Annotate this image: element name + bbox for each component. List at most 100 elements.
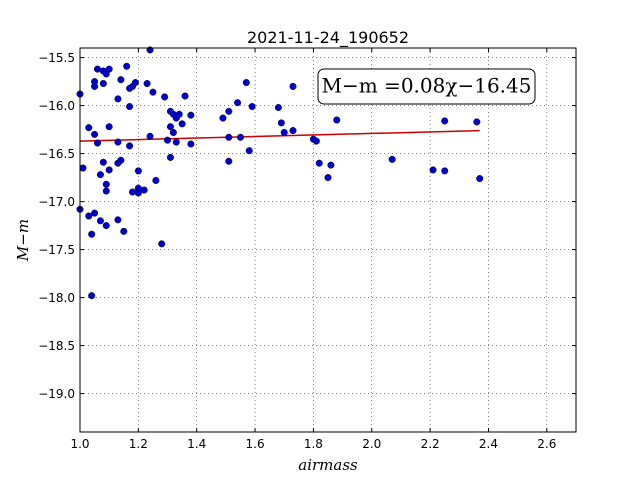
fit-line-layer [79,129,480,142]
data-point [105,65,113,73]
annotation-box [317,68,536,105]
data-point [126,103,134,111]
data-point [91,209,99,217]
data-point [134,189,142,197]
y-tick-label: −19.0 [38,387,75,401]
data-point [99,80,107,88]
data-point [102,187,110,195]
x-tick-label: 1.6 [246,437,265,451]
data-point [105,123,113,131]
y-tick-label: −16.5 [38,147,75,161]
data-point [88,230,96,238]
data-point [315,159,323,167]
data-point [126,142,134,150]
x-tick-label: 2.4 [479,437,498,451]
data-point [143,80,151,88]
data-point [225,107,233,115]
data-point [312,137,320,145]
data-point [324,174,332,182]
data-point [169,128,177,136]
data-point [102,222,110,230]
data-point [120,227,128,235]
data-point [91,130,99,138]
data-point [388,155,396,163]
data-point [429,166,437,174]
data-point [289,82,297,90]
data-point [245,147,253,155]
data-point [187,140,195,148]
data-point [476,175,484,183]
data-point [88,292,96,300]
annotation-text: M−m =0.08χ−16.45 [322,74,532,98]
data-point [117,156,125,164]
y-tick-label: −18.5 [38,339,75,353]
axis-ticks: 1.0 1.2 1.4 1.6 1.8 2.0 2.2 2.4 2.6 −15.5 −16.0 −16… [38,48,576,451]
data-point [114,95,122,103]
x-tick-label: 2.2 [421,437,440,451]
x-tick-label: 1.8 [304,437,323,451]
data-point [105,166,113,174]
data-point [236,133,244,141]
equation-annotation: M−m =0.08χ−16.45 [317,68,536,105]
data-point [289,127,297,135]
data-point [134,167,142,175]
data-point [161,93,169,101]
data-point [131,79,139,87]
data-point [441,167,449,175]
y-tick-label: −18.0 [38,291,75,305]
data-point [79,164,87,172]
data-point [234,99,242,107]
y-tick-label: −15.5 [38,51,75,65]
y-axis-label: M−m [14,219,32,262]
data-point [152,176,160,184]
data-point [91,78,99,86]
data-point [94,65,102,73]
grid-lines [80,48,576,432]
data-point [158,240,166,248]
data-point [225,133,233,141]
data-point [333,116,341,124]
data-point [102,180,110,188]
data-point [123,62,131,70]
x-axis-label: airmass [298,456,358,474]
data-point [178,120,186,128]
data-point [166,123,174,131]
data-point [219,114,227,122]
data-points [76,46,484,300]
data-point [129,188,137,196]
plot-frame [79,47,577,433]
data-point [85,212,93,220]
data-point [274,104,282,112]
data-point [114,216,122,224]
y-tick-label: −16.0 [38,99,75,113]
x-tick-label: 1.0 [70,437,89,451]
data-point [85,124,93,132]
data-point [166,153,174,161]
data-point [99,158,107,166]
data-point [149,88,157,96]
data-point [146,132,154,140]
data-point [280,128,288,136]
data-point [225,157,233,165]
data-point [164,136,172,144]
data-point [441,117,449,125]
data-point [117,76,125,84]
data-point [327,161,335,169]
x-tick-label: 1.4 [187,437,206,451]
fit-line [79,129,480,142]
data-point [94,139,102,147]
data-point [140,186,148,194]
data-point [473,118,481,126]
data-point [277,119,285,127]
data-point [175,110,183,118]
x-tick-label: 2.6 [537,437,556,451]
chart-title: 2021-11-24_190652 [247,28,409,48]
data-point [248,103,256,111]
y-tick-label: −17.5 [38,243,75,257]
data-point [172,138,180,146]
data-point [114,138,122,146]
data-point [96,217,104,225]
data-point [242,79,250,87]
y-tick-label: −17.0 [38,195,75,209]
plot-area [80,48,576,432]
